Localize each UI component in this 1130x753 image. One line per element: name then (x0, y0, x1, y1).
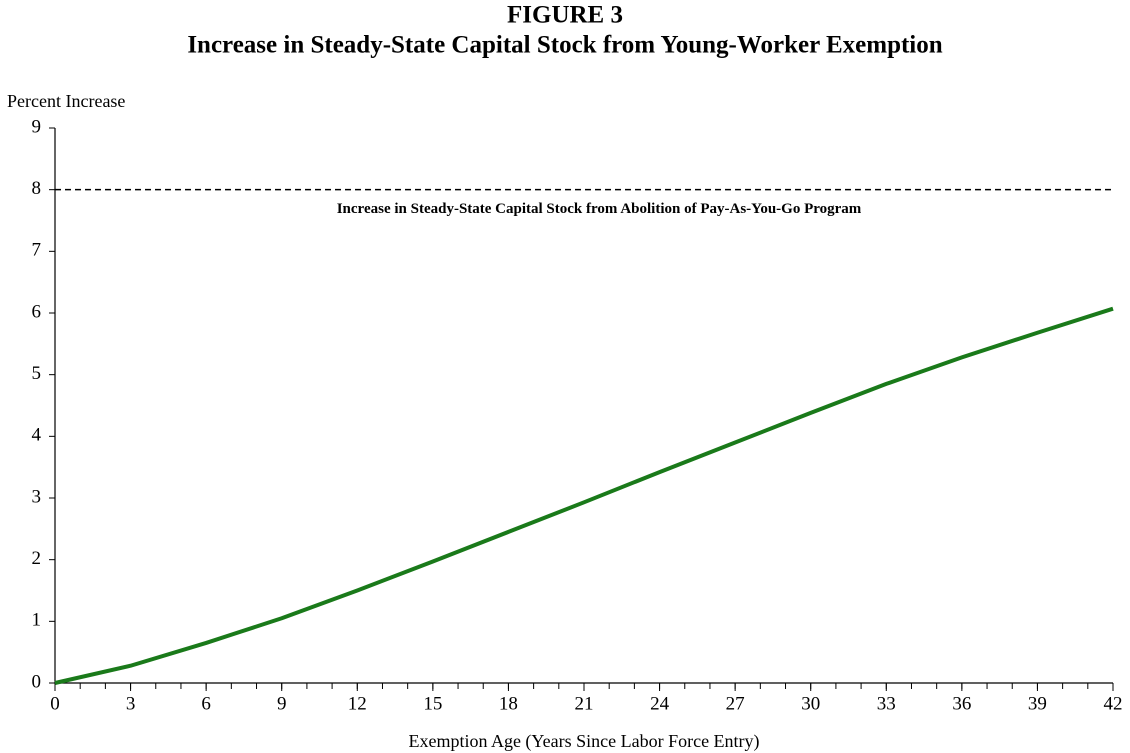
x-tick-label: 6 (201, 693, 211, 714)
y-tick-label: 3 (32, 486, 42, 507)
x-tick-label: 30 (801, 693, 820, 714)
x-tick-label: 39 (1028, 693, 1047, 714)
x-axis-label: Exemption Age (Years Since Labor Force E… (408, 731, 759, 752)
y-tick-label: 0 (32, 671, 42, 692)
y-tick-label: 2 (32, 548, 42, 569)
x-tick-label: 12 (348, 693, 367, 714)
x-tick-label: 15 (423, 693, 442, 714)
y-tick-label: 5 (32, 363, 42, 384)
y-tick-label: 4 (32, 425, 42, 446)
x-tick-label: 0 (50, 693, 60, 714)
y-axis-label: Percent Increase (7, 91, 125, 111)
data-line (54, 306, 1114, 685)
y-tick-label: 6 (32, 301, 42, 322)
reference-label: Increase in Steady-State Capital Stock f… (337, 201, 862, 217)
x-tick-label: 24 (650, 693, 670, 714)
y-tick-label: 7 (32, 240, 42, 261)
x-tick-label: 21 (575, 693, 594, 714)
x-tick-label: 27 (726, 693, 745, 714)
chart-subtitle: Increase in Steady-State Capital Stock f… (187, 32, 942, 59)
x-tick-label: 36 (952, 693, 971, 714)
x-tick-label: 9 (277, 693, 287, 714)
x-tick-label: 3 (126, 693, 136, 714)
x-tick-label: 33 (877, 693, 896, 714)
y-tick-label: 8 (32, 178, 42, 199)
y-tick-label: 9 (32, 116, 42, 137)
x-tick-label: 42 (1104, 693, 1123, 714)
chart-title: FIGURE 3 (507, 2, 623, 29)
y-tick-label: 1 (32, 610, 42, 631)
x-tick-label: 18 (499, 693, 518, 714)
